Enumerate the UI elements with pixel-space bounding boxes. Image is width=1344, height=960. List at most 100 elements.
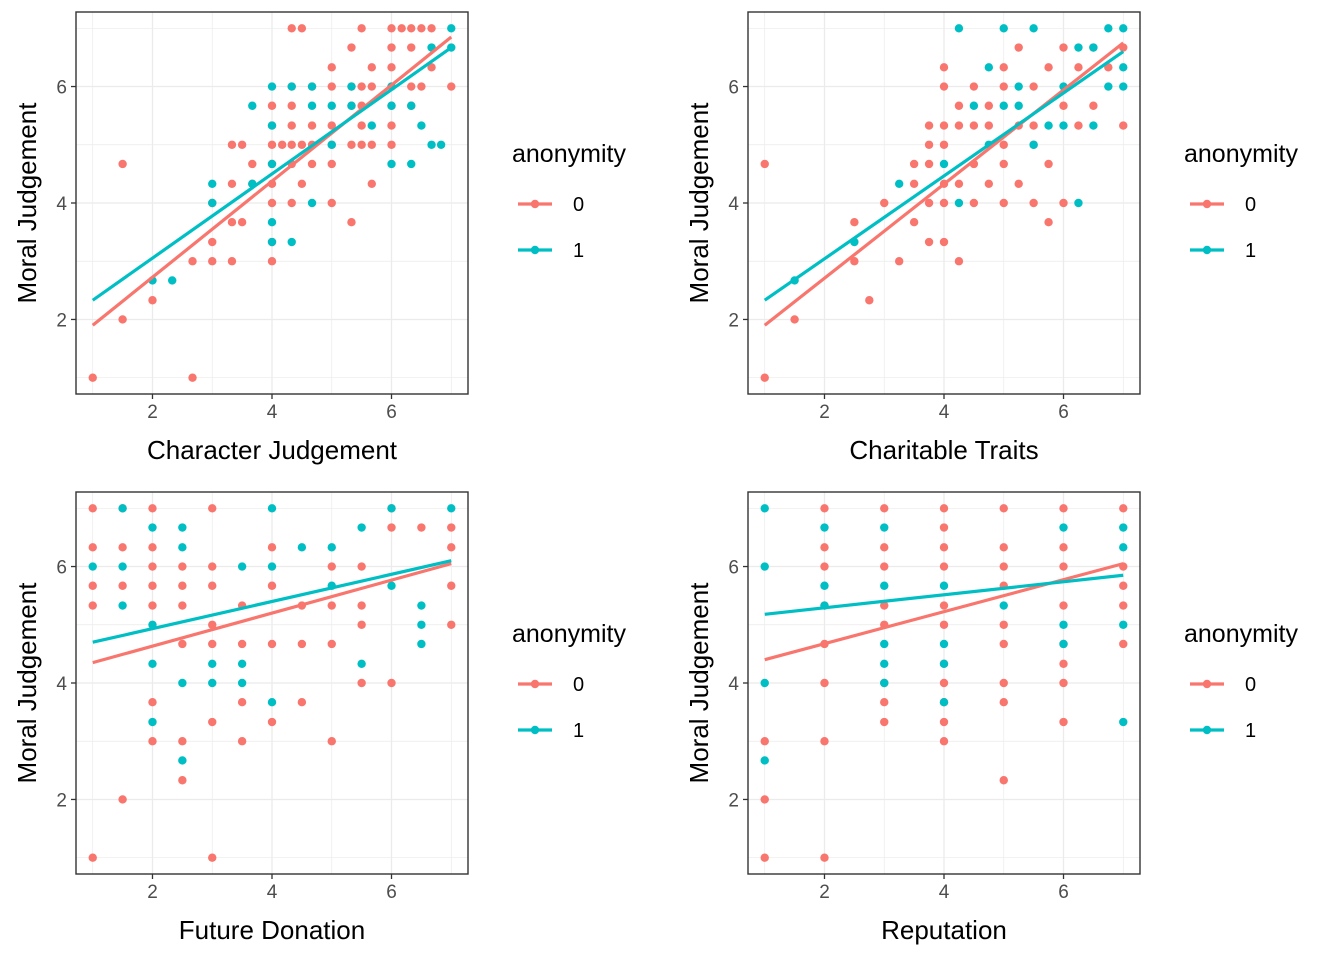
data-point	[357, 24, 366, 33]
data-point	[954, 24, 964, 33]
data-point	[287, 140, 296, 149]
y-tick-label: 2	[56, 310, 67, 331]
data-point	[118, 159, 127, 169]
data-point	[367, 63, 376, 72]
data-point	[118, 795, 127, 804]
data-point	[357, 562, 366, 571]
y-tick-label: 4	[728, 674, 739, 695]
data-point	[939, 581, 949, 590]
data-point	[307, 82, 317, 91]
data-point	[387, 43, 396, 52]
data-point	[148, 581, 157, 590]
data-point	[1059, 639, 1068, 649]
data-point	[999, 639, 1008, 649]
data-point	[237, 698, 247, 707]
data-point	[417, 24, 426, 33]
data-point	[939, 159, 949, 169]
y-tick-label: 6	[728, 78, 739, 99]
data-point	[417, 523, 426, 532]
x-tick-label: 6	[1058, 402, 1069, 423]
data-point	[1059, 198, 1068, 208]
data-point	[327, 543, 336, 552]
data-point	[1089, 101, 1098, 110]
data-point	[760, 795, 769, 804]
x-tick-label: 2	[819, 402, 830, 423]
data-point	[820, 543, 829, 552]
data-point	[850, 218, 859, 227]
data-point	[954, 198, 964, 208]
legend-key-point-0	[530, 679, 540, 689]
data-point	[984, 179, 994, 188]
x-axis-title: Future Donation	[179, 915, 365, 945]
data-point	[865, 296, 874, 305]
data-point	[367, 179, 376, 188]
data-point	[208, 257, 217, 266]
data-point	[407, 43, 416, 52]
data-point	[387, 101, 396, 110]
data-point	[287, 82, 296, 91]
legend: anonymity 0 1	[1184, 620, 1298, 742]
data-point	[954, 257, 964, 266]
data-point	[939, 63, 949, 72]
data-point	[387, 24, 396, 33]
data-point	[880, 523, 889, 532]
data-point	[397, 24, 406, 33]
data-point	[1014, 101, 1023, 110]
data-point	[1059, 43, 1068, 52]
data-point	[1074, 198, 1083, 208]
data-point	[939, 140, 949, 149]
data-point	[1119, 24, 1128, 33]
data-point	[407, 24, 416, 33]
data-point	[188, 257, 197, 266]
data-point	[820, 523, 829, 532]
legend-key-point-0	[530, 199, 540, 209]
data-point	[267, 257, 277, 266]
y-axis-title: Moral Judgement	[684, 102, 714, 304]
data-point	[760, 504, 769, 513]
data-point	[924, 140, 934, 149]
data-point	[1119, 581, 1128, 590]
data-point	[820, 504, 829, 513]
legend-key-point-1	[530, 725, 540, 735]
fit-line-0	[764, 562, 1124, 662]
data-point	[387, 140, 396, 149]
data-point	[760, 562, 769, 571]
y-tick-label: 2	[56, 790, 67, 811]
data-point	[267, 698, 277, 707]
series-1-points	[148, 24, 456, 285]
data-point	[168, 276, 177, 285]
data-point	[939, 121, 949, 130]
data-point	[327, 63, 336, 72]
data-point	[307, 101, 317, 110]
data-point	[118, 601, 127, 610]
data-point	[880, 198, 889, 208]
data-point	[178, 581, 187, 590]
data-point	[148, 504, 157, 513]
data-point	[1119, 543, 1128, 552]
x-tick-label: 6	[1058, 882, 1069, 903]
data-point	[999, 698, 1008, 707]
data-point	[880, 543, 889, 552]
y-tick-label: 6	[56, 558, 67, 579]
data-point	[188, 373, 197, 382]
data-point	[1044, 121, 1053, 130]
data-point	[880, 698, 889, 707]
data-point	[880, 504, 889, 513]
data-point	[1119, 620, 1128, 629]
data-point	[297, 179, 307, 188]
data-point	[267, 562, 277, 571]
data-point	[1074, 43, 1083, 52]
data-point	[387, 504, 396, 513]
data-point	[287, 101, 296, 110]
data-point	[984, 63, 994, 72]
data-point	[208, 179, 217, 188]
data-point	[387, 63, 396, 72]
y-tick-label: 4	[56, 674, 67, 695]
data-point	[1029, 24, 1038, 33]
data-point	[760, 737, 769, 746]
data-point	[939, 543, 949, 552]
data-point	[894, 257, 904, 266]
data-point	[327, 601, 336, 610]
data-point	[969, 82, 979, 91]
data-point	[1059, 504, 1068, 513]
